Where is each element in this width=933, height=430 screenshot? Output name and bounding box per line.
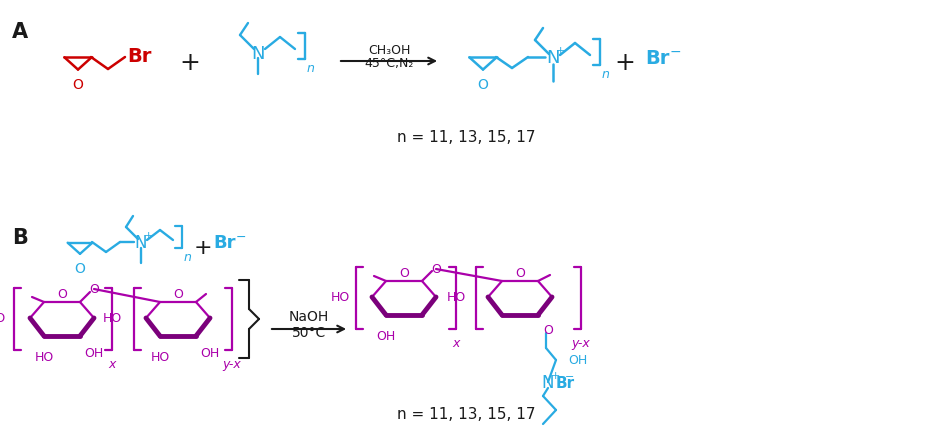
Text: x: x [108,357,116,370]
Text: HO: HO [0,312,6,325]
Text: n: n [602,68,610,81]
Text: OH: OH [376,329,396,342]
Text: +: + [144,230,153,240]
Text: y-x: y-x [572,336,591,349]
Text: +: + [555,46,564,56]
Text: n = 11, 13, 15, 17: n = 11, 13, 15, 17 [397,406,536,421]
Text: HO: HO [150,350,170,363]
Text: +: + [615,51,635,75]
Text: O: O [478,77,489,91]
Text: NaOH: NaOH [289,309,329,323]
Text: Br: Br [214,233,236,252]
Text: A: A [12,22,28,42]
Text: Br: Br [127,47,151,66]
Text: O: O [57,288,67,301]
Text: +: + [194,237,213,258]
Text: 50°C: 50°C [292,325,327,339]
Text: N: N [134,233,147,252]
Text: y-x: y-x [223,357,242,370]
Text: O: O [75,261,86,275]
Text: O: O [543,323,553,336]
Text: −: − [669,45,681,59]
Text: n: n [307,62,314,75]
Text: Br: Br [645,49,669,68]
Text: OH: OH [200,346,219,359]
Text: +: + [179,51,201,75]
Text: O: O [515,267,525,280]
Text: N: N [542,373,554,391]
Text: O: O [173,288,183,301]
Text: −: − [236,230,246,243]
Text: OH: OH [84,346,104,359]
Text: 45°C,N₂: 45°C,N₂ [364,57,413,71]
Text: HO: HO [447,291,466,304]
Text: HO: HO [35,350,53,363]
Text: OH: OH [568,354,587,367]
Text: +: + [550,370,560,380]
Text: n: n [184,250,192,264]
Text: N: N [251,45,265,63]
Text: B: B [12,227,28,247]
Text: x: x [453,336,460,349]
Text: Br: Br [556,376,575,390]
Text: O: O [73,77,83,91]
Text: O: O [431,263,441,276]
Text: CH₃OH: CH₃OH [368,43,411,56]
Text: HO: HO [103,312,122,325]
Text: O: O [399,267,409,280]
Text: −: − [565,371,575,381]
Text: O: O [89,283,99,296]
Text: n = 11, 13, 15, 17: n = 11, 13, 15, 17 [397,130,536,145]
Text: N: N [546,49,560,67]
Text: HO: HO [331,291,350,304]
